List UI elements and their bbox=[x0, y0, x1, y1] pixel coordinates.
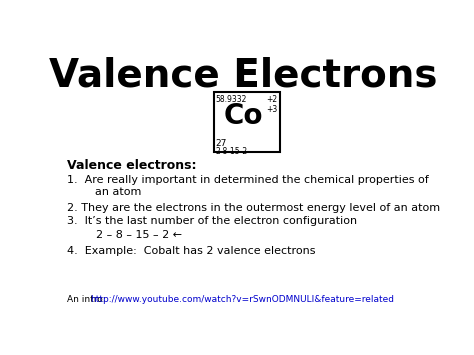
Text: 2-8-15-2: 2-8-15-2 bbox=[215, 147, 247, 156]
Text: An intro:: An intro: bbox=[66, 295, 108, 305]
Text: 2. They are the electrons in the outermost energy level of an atom: 2. They are the electrons in the outermo… bbox=[66, 202, 440, 213]
Text: 1.  Are really important in determined the chemical properties of: 1. Are really important in determined th… bbox=[66, 175, 428, 185]
Text: 2 – 8 – 15 – 2 ←: 2 – 8 – 15 – 2 ← bbox=[96, 230, 182, 240]
Text: an atom: an atom bbox=[66, 187, 141, 197]
Text: Valence electrons:: Valence electrons: bbox=[66, 159, 196, 172]
Text: 58.9332: 58.9332 bbox=[215, 95, 247, 104]
Text: 4.  Example:  Cobalt has 2 valence electrons: 4. Example: Cobalt has 2 valence electro… bbox=[66, 246, 315, 256]
FancyBboxPatch shape bbox=[213, 92, 280, 152]
Text: Co: Co bbox=[224, 102, 264, 130]
Text: +2
+3: +2 +3 bbox=[266, 95, 278, 114]
Text: 3.  It’s the last number of the electron configuration: 3. It’s the last number of the electron … bbox=[66, 216, 357, 226]
Text: http://www.youtube.com/watch?v=rSwnODMNULI&feature=related: http://www.youtube.com/watch?v=rSwnODMNU… bbox=[91, 295, 394, 305]
Text: 27: 27 bbox=[215, 139, 227, 148]
Text: Valence Electrons: Valence Electrons bbox=[49, 56, 437, 94]
